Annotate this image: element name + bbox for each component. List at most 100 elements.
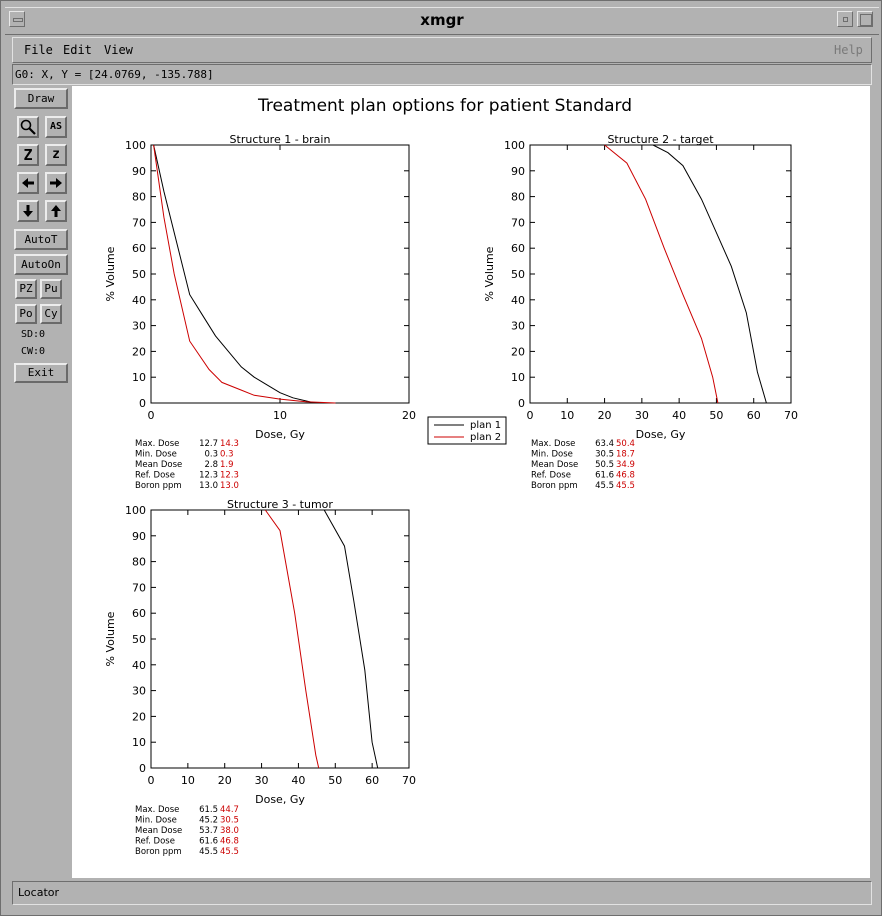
chart-3-stat-plan2: 30.5	[220, 816, 239, 826]
chart-2-stat-label: Min. Dose	[531, 450, 573, 460]
chart-3-stat-plan2: 44.7	[220, 805, 239, 815]
status-label: Locator	[18, 886, 60, 899]
chart-1-title: Structure 1 - brain	[230, 133, 331, 146]
autot-button[interactable]: AutoT	[14, 229, 68, 250]
maximize-icon[interactable]	[857, 11, 873, 27]
scroll-up-button[interactable]	[45, 200, 67, 222]
legend-label-plan-2: plan 2	[470, 432, 501, 443]
chart-2-stat-plan2: 45.5	[616, 481, 635, 491]
menu-help[interactable]: Help	[834, 43, 863, 57]
chart-3-ytick-label: 10	[132, 736, 146, 749]
menu-edit[interactable]: Edit	[63, 43, 92, 57]
chart-2-ytick-label: 60	[511, 242, 525, 255]
minimize-icon[interactable]	[837, 11, 853, 27]
exit-button[interactable]: Exit	[14, 363, 68, 383]
chart-3-ytick-label: 50	[132, 633, 146, 646]
chart-1-stat-plan2: 12.3	[220, 471, 239, 481]
draw-button[interactable]: Draw	[14, 88, 68, 109]
chart-2-xtick-label: 70	[784, 409, 798, 422]
window-menu-icon[interactable]	[9, 11, 25, 27]
chart-3-xtick-label: 70	[402, 774, 416, 787]
chart-3-xtick-label: 20	[218, 774, 232, 787]
chart-1-stat-plan1: 12.7	[199, 439, 218, 449]
menu-file[interactable]: File	[24, 43, 53, 57]
chart-3-ytick-label: 70	[132, 581, 146, 594]
title-bar[interactable]: xmgr	[5, 7, 879, 35]
chart-1-ytick-label: 60	[132, 242, 146, 255]
chart-3-stat-label: Min. Dose	[135, 816, 177, 826]
graph-canvas[interactable]: Treatment plan options for patient Stand…	[72, 86, 870, 878]
chart-1-stat-label: Ref. Dose	[135, 471, 175, 481]
chart-3-ytick-label: 30	[132, 685, 146, 698]
chart-3-stat-label: Max. Dose	[135, 805, 179, 815]
scroll-right-button[interactable]	[45, 172, 67, 194]
chart-3-stat-plan1: 61.5	[199, 805, 218, 815]
chart-3-stat-plan1: 53.7	[199, 826, 218, 836]
chart-2-stat-plan2: 46.8	[616, 471, 635, 481]
zoom-y-button[interactable]: z	[45, 144, 67, 166]
chart-2-ytick-label: 50	[511, 268, 525, 281]
chart-1-stat-label: Boron ppm	[135, 481, 182, 491]
legend-box	[427, 416, 507, 445]
chart-2-stat-label: Mean Dose	[531, 460, 578, 470]
chart-2-ytick-label: 0	[518, 397, 525, 410]
page-title: Treatment plan options for patient Stand…	[257, 96, 632, 116]
chart-2-stat-label: Ref. Dose	[531, 471, 571, 481]
scroll-left-button[interactable]	[17, 172, 39, 194]
chart-1-ytick-label: 90	[132, 165, 146, 178]
graph-area: Treatment plan options for patient Stand…	[104, 96, 798, 857]
chart-2-xtick-label: 30	[635, 409, 649, 422]
chart-3-stat-label: Boron ppm	[135, 847, 182, 857]
arrow-down-icon	[23, 205, 33, 217]
chart-1-stat-label: Min. Dose	[135, 450, 177, 460]
menu-view[interactable]: View	[104, 43, 133, 57]
chart-2-stat-label: Boron ppm	[531, 481, 578, 491]
cw-label: CW:0	[21, 346, 46, 357]
chart-3-series-plan-2	[264, 509, 320, 769]
zoom-button[interactable]	[17, 116, 39, 138]
chart-1-xtick-label: 20	[402, 409, 416, 422]
chart-3-xtick-label: 0	[148, 774, 155, 787]
chart-1-ytick-label: 70	[132, 216, 146, 229]
charts-group: Structure 1 - brain 0 10 20 30 40 50 60 70 80 90 10…	[104, 133, 798, 857]
chart-2-xtick-label: 0	[527, 409, 534, 422]
chart-3-ytick-label: 80	[132, 556, 146, 569]
chart-3-ylabel: % Volume	[104, 611, 117, 666]
chart-2-stat-plan2: 18.7	[616, 450, 635, 460]
cy-button[interactable]: Cy	[40, 304, 62, 324]
chart-2-ytick-label: 70	[511, 216, 525, 229]
chart-1-series-plan-2	[153, 144, 336, 404]
chart-3-xtick-label: 40	[291, 774, 305, 787]
chart-1-ylabel: % Volume	[104, 246, 117, 301]
chart-3-xlabel: Dose, Gy	[255, 793, 305, 806]
chart-2-xtick-label: 40	[672, 409, 686, 422]
po-button[interactable]: Po	[15, 304, 37, 324]
autoscale-text-button[interactable]: AS	[45, 116, 67, 138]
pz-button[interactable]: PZ	[15, 279, 37, 299]
chart-1-stat-plan1: 2.8	[204, 460, 218, 470]
chart-2-stat-plan1: 50.5	[595, 460, 614, 470]
chart-1-ytick-label: 40	[132, 294, 146, 307]
zoom-x-button[interactable]: Z	[17, 144, 39, 166]
chart-3-ytick-label: 0	[139, 762, 146, 775]
chart-3-ytick-label: 100	[125, 504, 146, 517]
chart-1-stat-plan2: 1.9	[220, 460, 234, 470]
chart-1-xtick-label: 0	[148, 409, 155, 422]
arrow-right-icon	[50, 178, 62, 188]
chart-3-xtick-label: 50	[328, 774, 342, 787]
autoon-button[interactable]: AutoOn	[14, 254, 68, 275]
chart-2-stat-plan1: 30.5	[595, 450, 614, 460]
chart-3-stat-plan1: 45.2	[199, 816, 218, 826]
chart-1-ytick-label: 50	[132, 268, 146, 281]
chart-2-xtick-label: 60	[747, 409, 761, 422]
chart-2-ytick-label: 20	[511, 345, 525, 358]
coordinate-text: G0: X, Y = [24.0769, -135.788]	[15, 68, 214, 81]
chart-1-stat-plan1: 13.0	[199, 481, 218, 491]
chart-3-stat-plan1: 45.5	[199, 847, 218, 857]
scroll-down-button[interactable]	[17, 200, 39, 222]
chart-2-ytick-label: 40	[511, 294, 525, 307]
chart-3-series-plan-1	[323, 509, 379, 769]
chart-1-ytick-label: 20	[132, 345, 146, 358]
pu-button[interactable]: Pu	[40, 279, 62, 299]
chart-1-xtick-label: 10	[273, 409, 287, 422]
